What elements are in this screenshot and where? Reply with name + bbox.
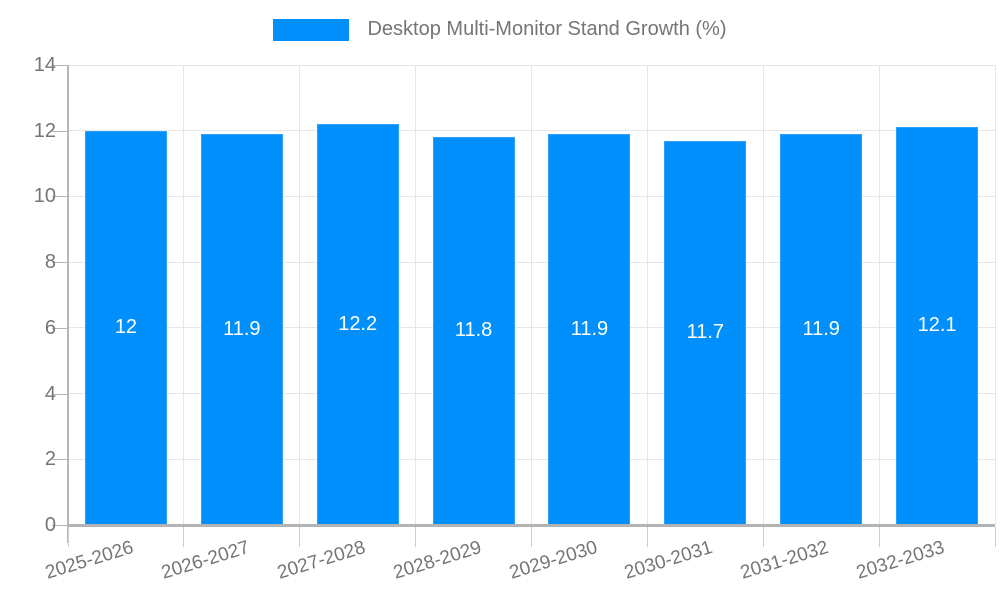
y-axis-tick [52, 393, 68, 395]
y-tick-label: 6 [44, 316, 56, 339]
bar-value-label: 12.2 [338, 312, 378, 335]
x-tick-label: 2029-2030 [506, 537, 600, 584]
y-tick-label: 10 [33, 185, 56, 208]
y-tick-label: 14 [33, 54, 56, 76]
gridline-vertical [299, 65, 301, 525]
x-tick-label: 2032-2033 [854, 537, 948, 584]
x-axis-tick [531, 527, 532, 547]
x-axis-tick [994, 527, 996, 547]
y-tick-label: 0 [44, 514, 56, 536]
gridline-vertical [531, 65, 532, 525]
bar-value-label: 11.9 [223, 317, 261, 340]
plot-area: 12 11.9 12.2 11.8 11.9 11.7 11.9 12.1 [68, 64, 996, 525]
y-axis-tick [52, 196, 68, 198]
bar[interactable]: 11.9 [780, 134, 863, 525]
y-tick-label: 4 [44, 382, 56, 405]
x-tick-label: 2027-2028 [274, 537, 368, 584]
y-tick-label: 2 [44, 448, 56, 471]
x-axis-tick [415, 527, 417, 547]
bar-value-label: 12.1 [917, 314, 957, 337]
x-axis-tick [878, 527, 880, 547]
bar[interactable]: 11.7 [664, 140, 747, 525]
y-axis-tick [52, 130, 68, 132]
gridline-vertical [994, 65, 996, 525]
bar[interactable]: 12.2 [316, 124, 399, 525]
y-axis-tick [52, 65, 68, 66]
x-axis-tick [762, 527, 764, 547]
legend-label: Desktop Multi-Monitor Stand Growth (%) [367, 18, 727, 40]
gridline-vertical [183, 65, 185, 525]
y-axis-line [67, 65, 69, 543]
y-tick-label: 12 [33, 119, 56, 142]
legend-swatch [273, 18, 350, 41]
bar-value-label: 11.7 [686, 320, 725, 343]
legend[interactable]: Desktop Multi-Monitor Stand Growth (%) [0, 18, 1000, 41]
x-tick-label: 2026-2027 [158, 537, 252, 584]
bar-value-label: 11.9 [570, 317, 609, 340]
bar[interactable]: 11.8 [432, 137, 515, 525]
x-tick-label: 2031-2032 [738, 537, 832, 584]
x-axis-tick [183, 527, 185, 547]
x-axis-tick [299, 527, 301, 547]
gridline-vertical [415, 65, 417, 525]
x-axis-line [68, 524, 995, 527]
y-tick-label: 8 [44, 251, 56, 274]
bar[interactable]: 11.9 [200, 134, 283, 525]
x-axis-tick [646, 527, 648, 547]
bar-value-label: 11.9 [802, 317, 840, 340]
x-axis-tick [67, 527, 69, 547]
bar-value-label: 12 [114, 315, 138, 338]
y-axis-tick [52, 459, 68, 461]
bar[interactable]: 12.1 [896, 127, 979, 525]
y-axis-tick [52, 262, 68, 264]
x-tick-label: 2028-2029 [390, 537, 484, 584]
bar[interactable]: 12 [84, 130, 167, 525]
bar[interactable]: 11.9 [548, 134, 631, 525]
bar-value-label: 11.8 [454, 319, 493, 342]
x-tick-label: 2025-2026 [43, 537, 137, 584]
y-axis-tick [52, 525, 68, 526]
y-axis-tick [52, 327, 68, 329]
gridline-vertical [762, 65, 764, 525]
gridline-vertical [878, 65, 880, 525]
gridline-vertical [646, 65, 648, 525]
x-tick-label: 2030-2031 [622, 537, 716, 584]
